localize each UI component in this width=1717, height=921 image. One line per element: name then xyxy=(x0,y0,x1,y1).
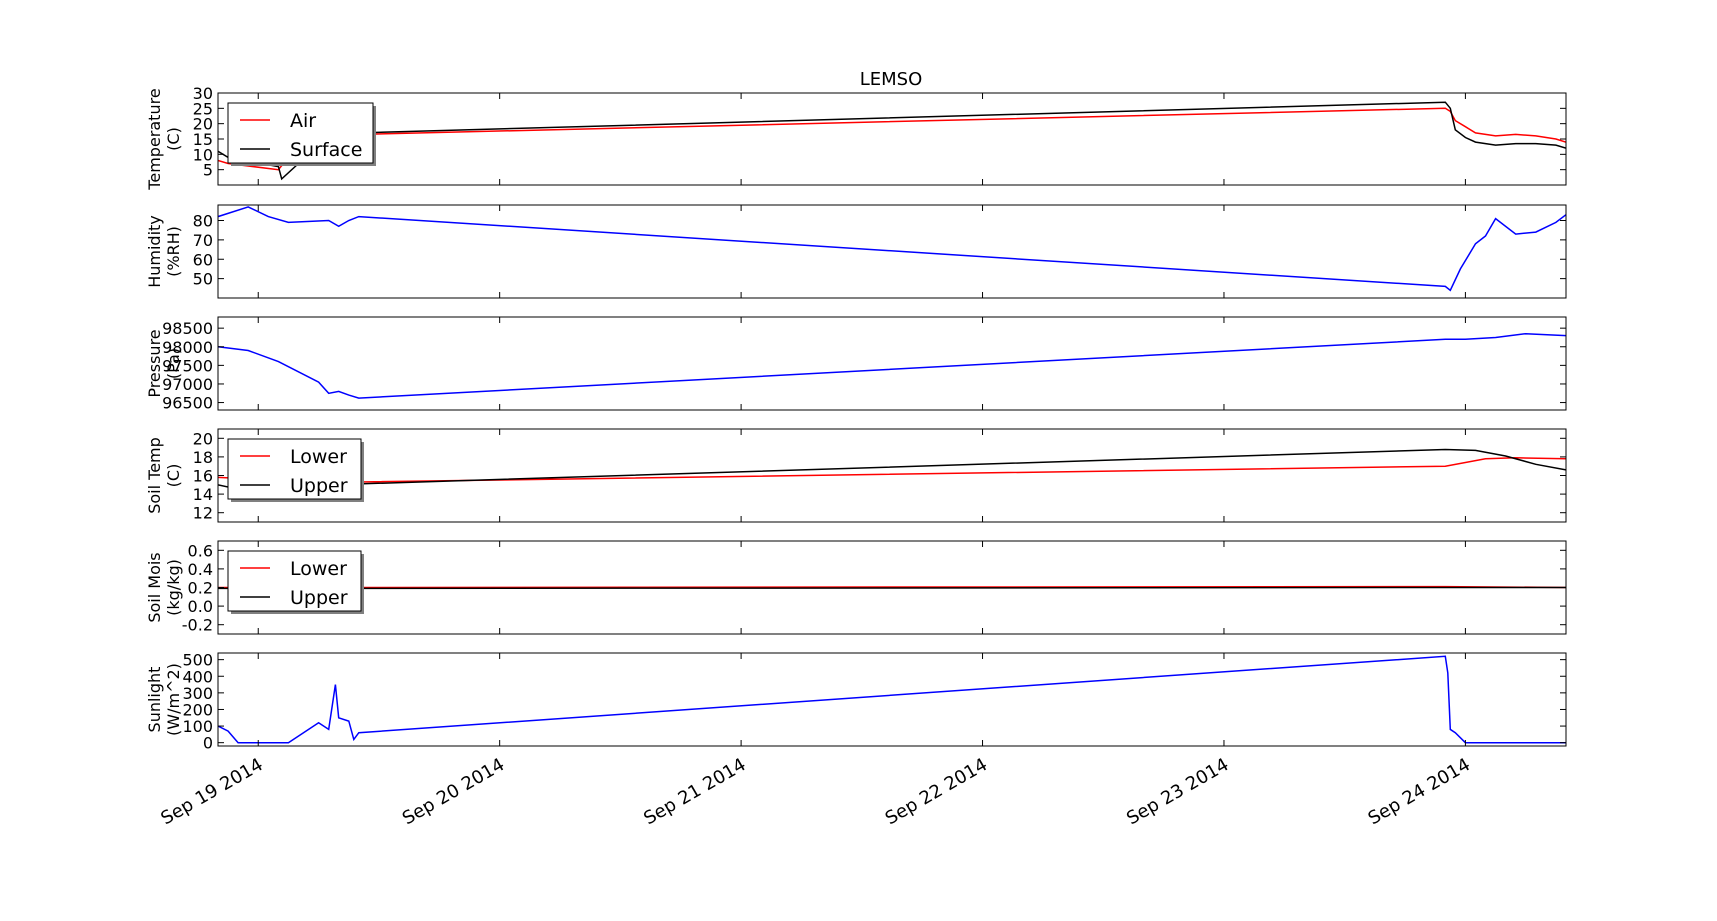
legend-label-lower: Lower xyxy=(290,446,347,468)
legend: Lower Upper xyxy=(227,550,364,614)
legend: Air Surface xyxy=(227,102,376,166)
y-tick-label: 12 xyxy=(193,504,213,523)
y-tick-label: 14 xyxy=(193,485,213,504)
y-tick-label: 25 xyxy=(193,99,213,118)
series-line-upper xyxy=(218,586,1566,590)
series-group xyxy=(218,101,1566,181)
series-line-1 xyxy=(218,655,1566,744)
y-tick-label: 97500 xyxy=(162,356,213,375)
y-tick-label: 0.2 xyxy=(188,579,213,598)
legend-label-upper: Upper xyxy=(290,475,348,497)
series-group xyxy=(218,206,1566,292)
y-tick-label: 300 xyxy=(182,684,213,703)
y-tick-label: 15 xyxy=(193,130,213,149)
x-tick-label: Sep 23 2014 xyxy=(1123,754,1232,829)
y-tick-label: 16 xyxy=(193,467,213,486)
y-tick-label: 200 xyxy=(182,700,213,719)
y-axis-label: Humidity xyxy=(145,215,164,288)
y-axis-label: Soil Temp xyxy=(145,437,164,514)
y-tick-label: 60 xyxy=(193,250,213,269)
y-tick-label: 0.4 xyxy=(188,560,213,579)
y-tick-label: 5 xyxy=(203,161,213,180)
y-axis-label: (Pa) xyxy=(164,348,183,379)
y-tick-label: 96500 xyxy=(162,394,213,413)
y-tick-label: 20 xyxy=(193,115,213,134)
legend: Lower Upper xyxy=(227,438,364,502)
y-tick-label: 98500 xyxy=(162,319,213,338)
legend-label-air: Air xyxy=(290,110,316,132)
y-tick-label: 0.0 xyxy=(188,597,213,616)
x-tick-label: Sep 19 2014 xyxy=(157,754,266,829)
axes-frame xyxy=(217,652,1567,747)
x-tick-label: Sep 24 2014 xyxy=(1365,754,1474,829)
y-tick-label: 30 xyxy=(193,84,213,103)
legend-label-lower: Lower xyxy=(290,558,347,580)
legend-label-surface: Surface xyxy=(290,139,362,161)
series-line-upper xyxy=(218,448,1566,493)
series-group xyxy=(218,448,1566,493)
series-line-surface xyxy=(218,101,1566,181)
y-axis-label: Temperature xyxy=(145,88,164,190)
panel-5: -0.20.00.20.40.6 Soil Mois (kg/kg) Lower Upp… xyxy=(145,540,1567,635)
y-axis-label: (%RH) xyxy=(164,226,183,277)
x-tick-label: Sep 22 2014 xyxy=(882,754,991,829)
series-line-1 xyxy=(218,332,1566,399)
y-tick-label: 80 xyxy=(193,212,213,231)
chart-title: LEMSO xyxy=(860,69,923,90)
x-tick-label: Sep 21 2014 xyxy=(640,754,749,829)
y-tick-label: 97000 xyxy=(162,375,213,394)
y-tick-label: 0.6 xyxy=(188,541,213,560)
y-tick-label: 500 xyxy=(182,651,213,670)
axes-frame xyxy=(217,316,1567,411)
y-tick-label: 70 xyxy=(193,231,213,250)
y-tick-label: 98000 xyxy=(162,338,213,357)
y-tick-label: 100 xyxy=(182,717,213,736)
y-axis-label: Soil Mois xyxy=(145,552,164,622)
legend-box xyxy=(227,438,362,500)
y-tick-label: 20 xyxy=(193,429,213,448)
legend-box xyxy=(227,102,374,164)
legend-label-upper: Upper xyxy=(290,587,348,609)
y-axis-label: (C) xyxy=(164,127,183,151)
y-axis-label: (C) xyxy=(164,464,183,488)
y-tick-label: 400 xyxy=(182,667,213,686)
series-group xyxy=(218,332,1566,399)
axes-frame xyxy=(217,428,1567,523)
y-axis-label: (W/m^2) xyxy=(164,663,183,736)
y-tick-label: 10 xyxy=(193,145,213,164)
series-group xyxy=(218,655,1566,744)
series-line-lower xyxy=(218,457,1566,484)
x-tick-label: Sep 20 2014 xyxy=(399,754,508,829)
y-axis-label: Pressure xyxy=(145,329,164,397)
axes-frame xyxy=(217,204,1567,299)
series-group xyxy=(218,585,1566,590)
legend-box xyxy=(227,550,362,612)
y-axis-label: Sunlight xyxy=(145,667,164,733)
y-tick-label: 18 xyxy=(193,448,213,467)
y-tick-label: 50 xyxy=(193,270,213,289)
x-axis: Sep 19 2014 Sep 20 2014 Sep 21 2014 Sep 22 … xyxy=(157,754,1473,829)
axes-frame xyxy=(217,92,1567,186)
y-tick-label: -0.2 xyxy=(182,616,213,635)
y-tick-label: 0 xyxy=(203,734,213,753)
y-axis-label: (kg/kg) xyxy=(164,559,183,616)
series-line-1 xyxy=(218,206,1566,292)
